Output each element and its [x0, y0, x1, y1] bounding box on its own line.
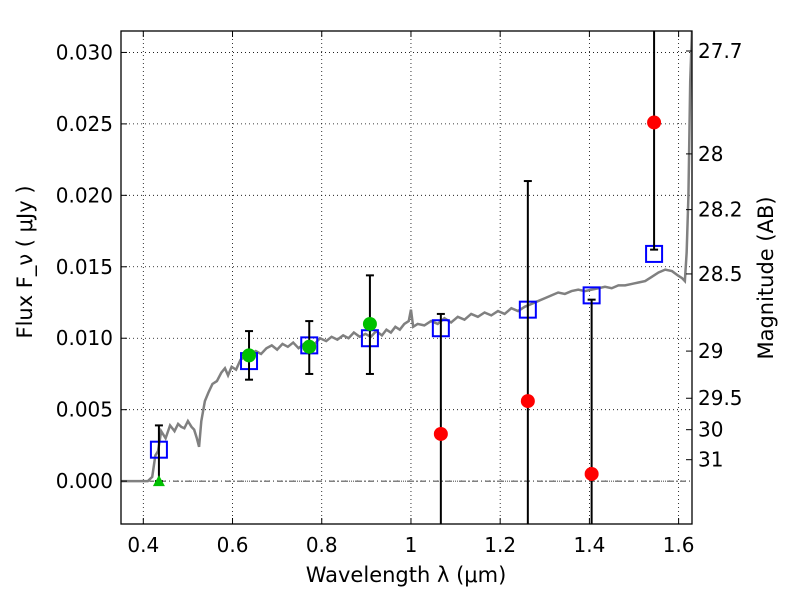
x-tick-label: 1.6 [663, 533, 695, 557]
y2-tick-label: 28.2 [698, 198, 743, 222]
observed-flux-point [362, 316, 377, 331]
y2-tick-label: 28.5 [698, 262, 743, 286]
y2-tick-label: 29 [698, 339, 723, 363]
y-axis-title: Flux F_ν ( μJy ) [13, 185, 38, 338]
series-1-open-square [149, 244, 664, 459]
y-tick-label: 0.015 [56, 255, 113, 279]
y2-tick-label: 29.5 [698, 386, 743, 410]
y-tick-label: 0.020 [56, 183, 113, 207]
x-tick-label: 0.6 [217, 533, 249, 557]
y-tick-label: 0.030 [56, 40, 113, 64]
series-2-filled-circle [242, 274, 377, 381]
observed-flux-point [584, 466, 599, 481]
observed-flux-point [242, 348, 257, 363]
observed-flux-point [647, 115, 662, 130]
x-tick-label: 1.4 [573, 533, 605, 557]
plot-area [121, 31, 692, 524]
series-0-line [121, 31, 692, 483]
axes-frame [120, 30, 693, 525]
y2-tick-label: 30 [698, 418, 723, 442]
observed-flux-point [433, 426, 448, 441]
y-tick-label: 0.010 [56, 326, 113, 350]
observed-flux-point [520, 394, 535, 409]
y-tick-label: 0.005 [56, 398, 113, 422]
x-tick-label: 1 [405, 533, 418, 557]
y2-tick-label: 28 [698, 142, 723, 166]
x-tick-label: 1.2 [484, 533, 516, 557]
y2-tick-label: 31 [698, 448, 723, 472]
axis-ticks [121, 31, 692, 524]
y2-axis-title: Magnitude (AB) [754, 196, 778, 359]
series-3-triangle [152, 424, 165, 487]
x-tick-label: 0.4 [127, 533, 159, 557]
observed-flux-point [302, 339, 317, 354]
y2-tick-label: 27.7 [698, 39, 743, 63]
grid-lines [121, 31, 692, 524]
tick-labels: 0.4 0.6 0.8 1 1.2 1.4 1.6 0.000 0.005 0.010 0.015 0… [56, 39, 743, 557]
x-tick-label: 0.8 [306, 533, 338, 557]
upper-limit-triangle [152, 475, 165, 487]
y-tick-label: 0.025 [56, 112, 113, 136]
series-4-filled-circle [433, 31, 662, 524]
template-spectrum-line [121, 31, 692, 483]
x-axis-title: Wavelength λ (μm) [306, 563, 507, 587]
y-tick-label: 0.000 [56, 469, 113, 493]
